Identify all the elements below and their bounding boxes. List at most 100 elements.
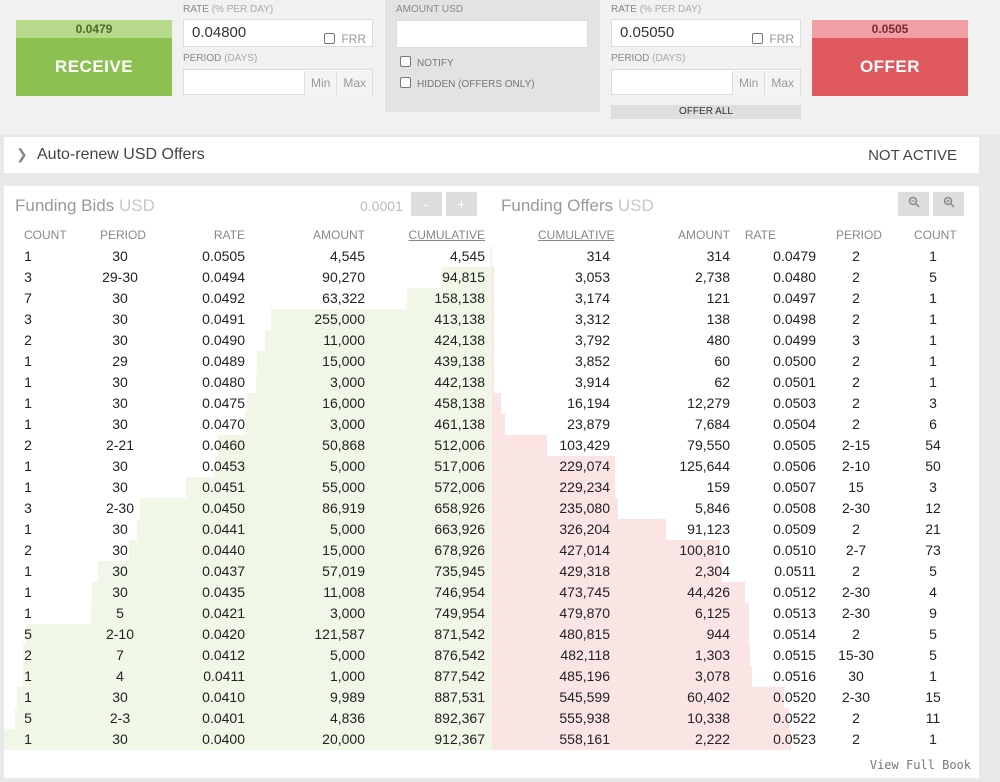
- offer-amount[interactable]: 12,279: [687, 395, 730, 411]
- offer-rate[interactable]: 0.0511: [774, 563, 816, 579]
- book-row[interactable]: 1 30 0.0453 5,000 517,006 229,074 125,644 0.050…: [4, 456, 979, 477]
- bid-amount[interactable]: 63,322: [322, 290, 365, 306]
- bid-amount[interactable]: 15,000: [322, 353, 365, 369]
- book-row[interactable]: 1 30 0.0441 5,000 663,926 326,204 91,123 0.0509…: [4, 519, 979, 540]
- offer-amount[interactable]: 121: [706, 290, 730, 306]
- bid-period-min[interactable]: Min: [303, 71, 337, 95]
- bid-amount[interactable]: 50,868: [322, 437, 365, 453]
- offer-amount[interactable]: 159: [706, 479, 730, 495]
- view-full-book-link[interactable]: View Full Book: [869, 758, 971, 772]
- bid-period-max[interactable]: Max: [336, 71, 372, 95]
- offer-amount[interactable]: 480: [706, 332, 730, 348]
- offer-amount[interactable]: 62: [714, 374, 730, 390]
- bid-amount[interactable]: 11,000: [323, 332, 365, 348]
- zoom-in-button[interactable]: [933, 192, 964, 216]
- bid-amount[interactable]: 4,545: [329, 248, 365, 264]
- offer-rate[interactable]: 0.0500: [773, 353, 816, 369]
- offer-rate[interactable]: 0.0505: [773, 437, 816, 453]
- book-row[interactable]: 1 30 0.0435 11,008 746,954 473,745 44,426 0.051…: [4, 582, 979, 603]
- offer-rate[interactable]: 0.0504: [773, 416, 816, 432]
- bid-rate[interactable]: 0.0494: [202, 269, 245, 285]
- book-row[interactable]: 2 30 0.0440 15,000 678,926 427,014 100,810 0.05…: [4, 540, 979, 561]
- bid-amount[interactable]: 57,019: [322, 563, 365, 579]
- bid-amount[interactable]: 5,000: [329, 521, 365, 537]
- bid-amount[interactable]: 3,000: [329, 374, 365, 390]
- bid-amount[interactable]: 5,000: [329, 647, 365, 663]
- offer-rate[interactable]: 0.0523: [773, 731, 816, 747]
- offer-amount[interactable]: 138: [706, 311, 730, 327]
- bid-rate[interactable]: 0.0410: [202, 689, 245, 705]
- offer-amount[interactable]: 44,426: [687, 584, 730, 600]
- bid-amount[interactable]: 1,000: [329, 668, 365, 684]
- offer-rate[interactable]: 0.0508: [773, 500, 816, 516]
- bid-rate[interactable]: 0.0491: [202, 311, 245, 327]
- offer-rate[interactable]: 0.0520: [773, 689, 816, 705]
- bid-rate[interactable]: 0.0460: [202, 437, 245, 453]
- offer-period-min[interactable]: Min: [731, 71, 765, 95]
- bid-amount[interactable]: 11,008: [323, 584, 365, 600]
- bid-amount[interactable]: 3,000: [329, 416, 365, 432]
- offer-all-button[interactable]: OFFER ALL: [611, 105, 801, 119]
- offer-amount[interactable]: 125,644: [679, 458, 730, 474]
- offer-amount[interactable]: 91,123: [687, 521, 730, 537]
- offer-amount[interactable]: 60,402: [687, 689, 730, 705]
- bid-amount[interactable]: 20,000: [322, 731, 365, 747]
- offer-rate[interactable]: 0.0515: [773, 647, 816, 663]
- book-row[interactable]: 1 30 0.0410 9,989 887,531 545,599 60,402 0.0520…: [4, 687, 979, 708]
- offer-amount[interactable]: 5,846: [694, 500, 730, 516]
- book-row[interactable]: 1 5 0.0421 3,000 749,954 479,870 6,125 0.0513 2-…: [4, 603, 979, 624]
- bid-rate[interactable]: 0.0470: [202, 416, 245, 432]
- offer-amount[interactable]: 944: [706, 626, 730, 642]
- bid-amount[interactable]: 15,000: [322, 542, 365, 558]
- offer-rate[interactable]: 0.0522: [773, 710, 816, 726]
- bid-rate[interactable]: 0.0475: [202, 395, 245, 411]
- bid-rate[interactable]: 0.0401: [202, 710, 245, 726]
- book-row[interactable]: 7 30 0.0492 63,322 158,138 3,174 121 0.0497 2 1: [4, 288, 979, 309]
- offer-rate[interactable]: 0.0501: [773, 374, 816, 390]
- bid-rate[interactable]: 0.0450: [202, 500, 245, 516]
- offer-rate[interactable]: 0.0510: [773, 542, 816, 558]
- book-row[interactable]: 1 30 0.0400 20,000 912,367 558,161 2,222 0.0523…: [4, 729, 979, 750]
- bids-col-cumulative[interactable]: CUMULATIVE: [408, 228, 485, 242]
- auto-renew-bar[interactable]: ❯ Auto-renew USD Offers NOT ACTIVE: [4, 137, 979, 173]
- bid-amount[interactable]: 16,000: [322, 395, 365, 411]
- bid-period-input[interactable]: Min Max: [183, 69, 373, 95]
- book-row[interactable]: 2 7 0.0412 5,000 876,542 482,118 1,303 0.0515 15…: [4, 645, 979, 666]
- bid-rate[interactable]: 0.0441: [202, 521, 245, 537]
- amount-input[interactable]: [396, 20, 588, 48]
- book-row[interactable]: 1 30 0.0451 55,000 572,006 229,234 159 0.0507 15…: [4, 477, 979, 498]
- notify-checkbox[interactable]: NOTIFY: [400, 56, 454, 69]
- offer-rate[interactable]: 0.0512: [773, 584, 816, 600]
- book-row[interactable]: 2 2-21 0.0460 50,868 512,006 103,429 79,550 0.0…: [4, 435, 979, 456]
- offer-amount[interactable]: 6,125: [694, 605, 730, 621]
- bid-amount[interactable]: 255,000: [314, 311, 365, 327]
- offer-rate[interactable]: 0.0514: [773, 626, 816, 642]
- bid-rate[interactable]: 0.0505: [202, 248, 245, 264]
- offer-rate[interactable]: 0.0497: [773, 290, 816, 306]
- offer-rate[interactable]: 0.0506: [773, 458, 816, 474]
- bid-rate[interactable]: 0.0420: [202, 626, 245, 642]
- offer-amount[interactable]: 2,738: [694, 269, 730, 285]
- bid-rate[interactable]: 0.0412: [202, 647, 245, 663]
- offer-rate[interactable]: 0.0509: [773, 521, 816, 537]
- book-row[interactable]: 1 30 0.0475 16,000 458,138 16,194 12,279 0.0503…: [4, 393, 979, 414]
- bid-rate[interactable]: 0.0453: [202, 458, 245, 474]
- bid-amount[interactable]: 5,000: [329, 458, 365, 474]
- bid-amount[interactable]: 3,000: [329, 605, 365, 621]
- offers-col-cumulative[interactable]: CUMULATIVE: [538, 228, 615, 242]
- book-row[interactable]: 3 29-30 0.0494 90,270 94,815 3,053 2,738 0.0480…: [4, 267, 979, 288]
- offer-amount[interactable]: 314: [706, 248, 730, 264]
- bid-rate[interactable]: 0.0490: [202, 332, 245, 348]
- offer-rate[interactable]: 0.0513: [773, 605, 816, 621]
- book-row[interactable]: 1 30 0.0480 3,000 442,138 3,914 62 0.0501 2 1: [4, 372, 979, 393]
- bid-rate[interactable]: 0.0451: [202, 479, 245, 495]
- book-row[interactable]: 3 30 0.0491 255,000 413,138 3,312 138 0.0498 2 1: [4, 309, 979, 330]
- offer-amount[interactable]: 1,303: [694, 647, 730, 663]
- book-row[interactable]: 5 2-10 0.0420 121,587 871,542 480,815 944 0.051…: [4, 624, 979, 645]
- bid-amount[interactable]: 121,587: [314, 626, 365, 642]
- offer-amount[interactable]: 2,222: [694, 731, 730, 747]
- bid-rate[interactable]: 0.0411: [203, 668, 245, 684]
- precision-decrease-button[interactable]: -: [411, 192, 442, 216]
- bid-frr-toggle[interactable]: FRR: [324, 26, 366, 52]
- bid-amount[interactable]: 90,270: [322, 269, 365, 285]
